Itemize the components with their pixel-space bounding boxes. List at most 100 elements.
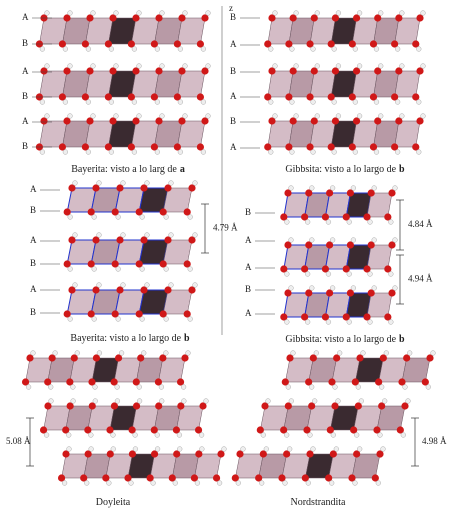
hydrogen [290,100,295,105]
hydrogen [132,100,137,105]
hydrogen [73,283,78,288]
hydrogen [116,215,121,220]
hydrogen [111,447,116,452]
hydrogen [378,114,383,119]
hydrogen [354,433,359,438]
layer-label: A [30,184,37,194]
distance-label: 4.84 Å [408,219,433,229]
hydrogen [169,283,174,288]
hydrogen [284,320,289,325]
hydrogen [376,481,381,486]
hydrogen [312,399,317,404]
hydrogen [261,433,266,438]
hydrogen [186,351,191,356]
hydrogen [395,150,400,155]
distance-label: 4.79 Å [213,223,238,233]
octahedron [163,240,192,264]
hydrogen [63,150,68,155]
hydrogen [290,47,295,52]
hydrogen [395,100,400,105]
caption: Bayerita: visto a lo largo deb [70,333,190,344]
hydrogen [357,64,362,69]
hydrogen [68,11,73,16]
layer-label: A [230,91,237,101]
hydrogen [353,47,358,52]
hydrogen [183,64,188,69]
hydrogen [273,114,278,119]
hydrogen [63,100,68,105]
hydrogen [236,481,241,486]
octahedron [377,406,405,430]
hydrogen [97,181,102,186]
caption: Gibbsita: visto a lo largo deb [285,334,405,345]
hydrogen [31,351,36,356]
octahedron [177,71,205,97]
hydrogen [399,114,404,119]
hydrogen [330,286,335,291]
hydrogen [353,481,358,486]
hydrogen [368,272,373,277]
hydrogen [259,481,264,486]
hydrogen [353,100,358,105]
hydrogen [188,267,193,272]
hydrogen [40,100,45,105]
hydrogen [68,114,73,119]
hydrogen [406,399,411,404]
hydrogen [379,385,384,390]
layer-label: A [22,12,29,22]
hydrogen [109,47,114,52]
hydrogen [183,11,188,16]
hydrogen [266,399,271,404]
octahedron [402,358,430,382]
hydrogen [315,64,320,69]
hydrogen [178,150,183,155]
hydrogen [378,11,383,16]
hydrogen [206,114,211,119]
hydrogen [178,47,183,52]
layer-label: B [245,207,251,217]
hydrogen [416,150,421,155]
hydrogen [374,100,379,105]
hydrogen [351,186,356,191]
hydrogen [336,11,341,16]
hydrogen [45,114,50,119]
hydrogen [372,286,377,291]
hydrogen [315,114,320,119]
hydrogen [336,399,341,404]
caption-text: Gibbsita: visto a lo largo de [285,164,396,175]
hydrogen [151,481,156,486]
hydrogen [109,150,114,155]
hydrogen [155,433,160,438]
hydrogen [314,351,319,356]
hydrogen [62,481,67,486]
hydrogen [133,447,138,452]
octahedron [395,18,420,44]
hydrogen [115,385,120,390]
hydrogen [309,286,314,291]
hydrogen [84,481,89,486]
hydrogen [273,11,278,16]
hydrogen [294,64,299,69]
hydrogen [164,215,169,220]
hydrogen [372,186,377,191]
layer-label: B [245,284,251,294]
hydrogen [393,186,398,191]
hydrogen [199,447,204,452]
hydrogen [137,64,142,69]
caption-axis: b [399,334,405,345]
octahedron [176,406,203,430]
caption: Bayerita: visto a lo larg dea [71,164,185,175]
octahedron [367,245,392,269]
hydrogen [119,351,124,356]
hydrogen [188,317,193,322]
caption-text: Nordstrandita [291,497,347,508]
hydrogen [155,150,160,155]
hydrogen [181,385,186,390]
hydrogen [332,150,337,155]
hydrogen [289,238,294,243]
hydrogen [268,47,273,52]
hydrogen [109,100,114,105]
hydrogen [309,238,314,243]
hydrogen [44,433,49,438]
hydrogen [399,11,404,16]
